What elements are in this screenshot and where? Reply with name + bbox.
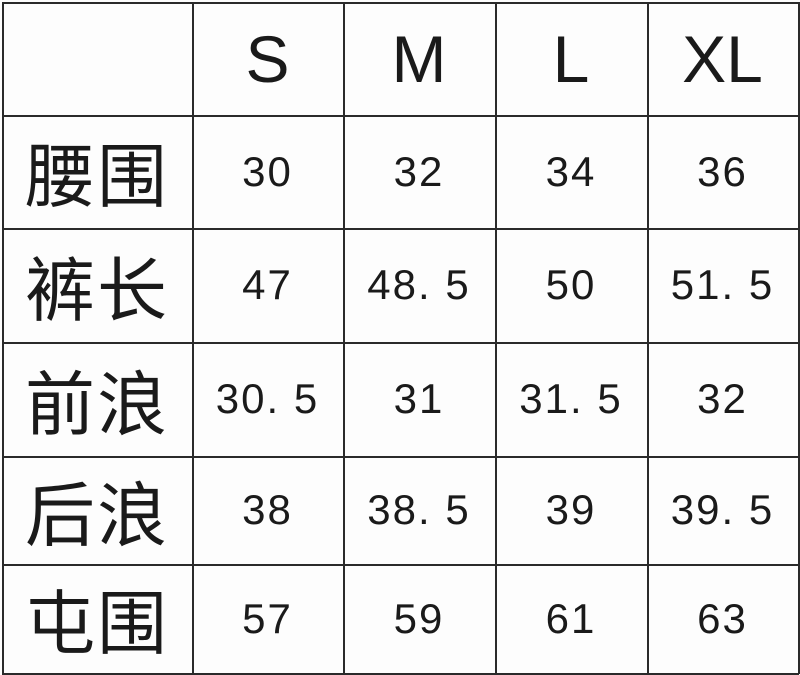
grid-line-horizontal	[2, 456, 799, 458]
table-cell: 63	[697, 594, 748, 642]
table-cell: 34	[545, 147, 597, 195]
table-cell: 32	[697, 375, 748, 422]
grid-line-vertical	[647, 2, 649, 674]
table-cell: 48. 5	[367, 261, 471, 308]
header-corner	[2, 2, 192, 115]
table-cell: 38	[242, 486, 293, 533]
grid-line-vertical	[495, 2, 497, 674]
table-cell: 30. 5	[215, 375, 320, 422]
grid-line-vertical	[2, 2, 4, 674]
table-cell: 51. 5	[670, 261, 775, 308]
grid-line-horizontal	[2, 564, 799, 566]
table-cell: 31. 5	[519, 375, 623, 422]
table-cell: 31	[393, 375, 445, 422]
table-cell: 39	[545, 486, 597, 533]
row-label: 后浪	[25, 474, 169, 557]
table-cell: 36	[697, 147, 748, 195]
column-header-xl: XL	[682, 21, 763, 96]
column-header-m: M	[391, 21, 447, 96]
row-label: 腰围	[25, 136, 169, 218]
table-cell: 47	[242, 261, 293, 308]
table-cell: 59	[393, 594, 445, 642]
table-cell: 32	[393, 147, 445, 195]
grid-line-horizontal	[2, 228, 799, 230]
table-cell: 39. 5	[670, 486, 775, 533]
table-cell: 50	[545, 261, 597, 308]
row-label: 裤长	[25, 249, 169, 332]
column-header-l: L	[552, 21, 590, 96]
grid-line-vertical	[192, 2, 194, 674]
table-cell: 57	[242, 594, 293, 642]
grid-line-horizontal	[2, 115, 799, 117]
grid-line-vertical	[343, 2, 345, 674]
table-cell: 61	[545, 594, 597, 642]
grid-line-horizontal	[2, 342, 799, 344]
grid-line-horizontal	[2, 673, 799, 675]
row-label: 前浪	[25, 363, 169, 446]
grid-line-horizontal	[2, 2, 799, 4]
row-label: 屯围	[25, 583, 169, 665]
column-header-s: S	[245, 21, 290, 96]
grid-line-vertical	[798, 2, 800, 674]
table-cell: 30	[242, 147, 293, 195]
table-cell: 38. 5	[367, 486, 471, 533]
